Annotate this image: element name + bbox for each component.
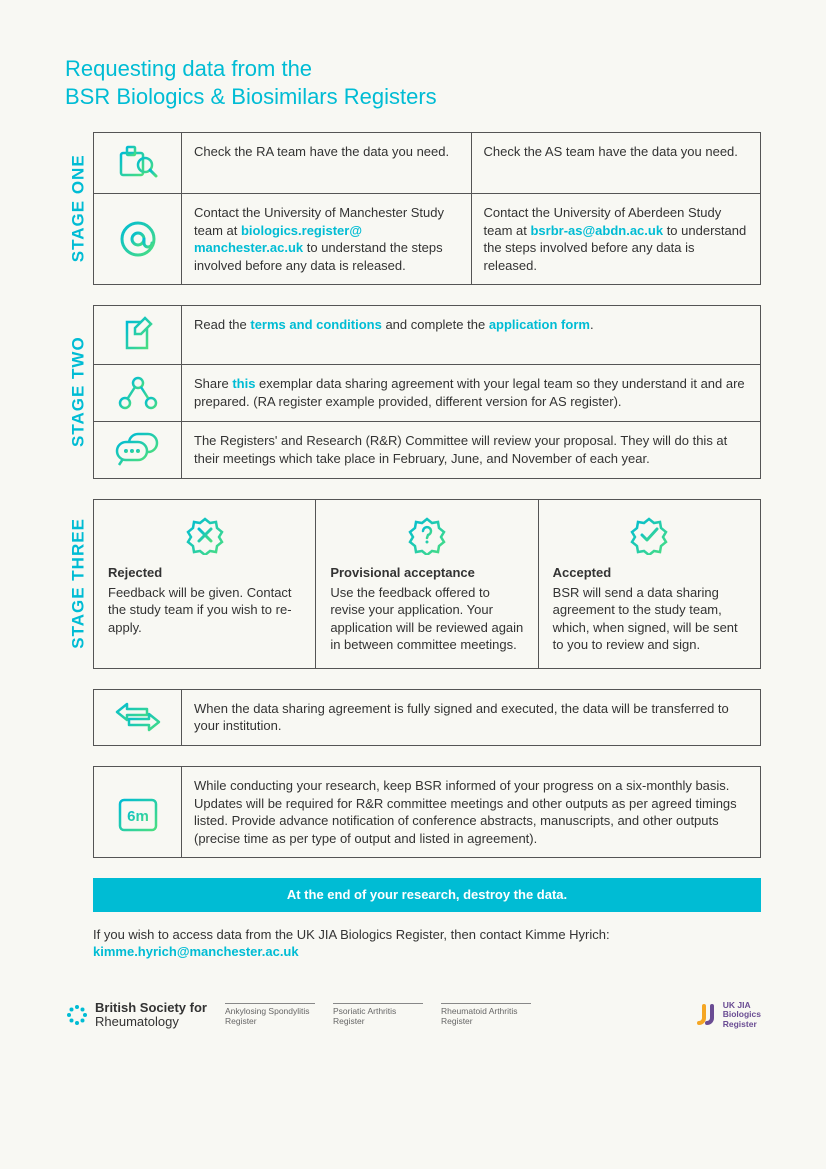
footer-logos: British Society forRheumatology Ankylosi… xyxy=(65,991,761,1030)
destroy-data-banner: At the end of your research, destroy the… xyxy=(93,878,761,912)
stage1-check-as: Check the AS team have the data you need… xyxy=(472,133,761,193)
stage-three: STAGE THREE Rejected Feedback will be gi… xyxy=(65,499,761,669)
reg-psoriatic: Psoriatic Arthritis Register xyxy=(333,1003,423,1027)
committee-review-icon xyxy=(94,422,182,478)
stage1-contact-aberdeen: Contact the University of Aberdeen Study… xyxy=(472,194,761,284)
reg-ankylosing: Ankylosing Spondylitis Register xyxy=(225,1003,315,1027)
accepted-title: Accepted xyxy=(553,564,746,582)
search-data-icon xyxy=(94,133,182,193)
at-sign-icon xyxy=(94,194,182,284)
transfer-icon xyxy=(94,690,182,745)
jia-email-link[interactable]: kimme.hyrich@manchester.ac.uk xyxy=(93,944,299,959)
terms-link[interactable]: terms and conditions xyxy=(250,317,381,332)
provisional-text: Use the feedback offered to revise your … xyxy=(330,584,523,654)
application-form-link[interactable]: application form xyxy=(489,317,590,332)
rejected-icon xyxy=(108,512,301,558)
calendar-6m-icon: 6m xyxy=(94,767,182,857)
stage-one-label: STAGE ONE xyxy=(65,132,93,285)
transfer-block: When the data sharing agreement is fully… xyxy=(93,689,761,746)
jia-contact-note: If you wish to access data from the UK J… xyxy=(93,926,761,961)
outcome-accepted: Accepted BSR will send a data sharing ag… xyxy=(539,500,760,668)
reg-rheumatoid: Rheumatoid Arthritis Register xyxy=(441,1003,531,1027)
provisional-icon xyxy=(330,512,523,558)
six-month-text: While conducting your research, keep BSR… xyxy=(182,767,760,857)
title-line-1: Requesting data from the xyxy=(65,56,312,81)
aberdeen-email-link[interactable]: bsrbr-as@abdn.ac.uk xyxy=(530,223,663,238)
rejected-text: Feedback will be given. Contact the stud… xyxy=(108,584,301,637)
outcome-rejected: Rejected Feedback will be given. Contact… xyxy=(94,500,316,668)
stage-two-label: STAGE TWO xyxy=(65,305,93,479)
outcome-provisional: Provisional acceptance Use the feedback … xyxy=(316,500,538,668)
ukjia-logo: UK JIA Biologics Register xyxy=(696,1001,761,1029)
stage1-check-ra: Check the RA team have the data you need… xyxy=(182,133,472,193)
accepted-icon xyxy=(553,512,746,558)
form-edit-icon xyxy=(94,306,182,364)
rejected-title: Rejected xyxy=(108,564,301,582)
stage-one: STAGE ONE Check the RA team have the dat… xyxy=(65,132,761,285)
six-month-block: 6m While conducting your research, keep … xyxy=(93,766,761,858)
transfer-text: When the data sharing agreement is fully… xyxy=(182,690,760,745)
provisional-title: Provisional acceptance xyxy=(330,564,523,582)
page-title: Requesting data from the BSR Biologics &… xyxy=(65,55,761,110)
stage2-committee-review: The Registers' and Research (R&R) Commit… xyxy=(182,422,760,478)
svg-text:6m: 6m xyxy=(127,808,149,825)
stage2-share-agreement: Share this exemplar data sharing agreeme… xyxy=(182,365,760,421)
exemplar-link[interactable]: this xyxy=(232,376,255,391)
title-line-2: BSR Biologics & Biosimilars Registers xyxy=(65,84,437,109)
ukjia-icon xyxy=(696,1004,718,1026)
accepted-text: BSR will send a data sharing agreement t… xyxy=(553,584,746,654)
stage-two: STAGE TWO Read the terms and conditions … xyxy=(65,305,761,479)
bsr-icon xyxy=(65,1003,89,1027)
share-network-icon xyxy=(94,365,182,421)
stage2-terms-form: Read the terms and conditions and comple… xyxy=(182,306,760,364)
bsr-logo: British Society forRheumatology xyxy=(65,1001,207,1030)
stage1-contact-manchester: Contact the University of Manchester Stu… xyxy=(182,194,472,284)
stage-three-label: STAGE THREE xyxy=(65,499,93,669)
ukjia-text: UK JIA Biologics Register xyxy=(723,1001,761,1029)
